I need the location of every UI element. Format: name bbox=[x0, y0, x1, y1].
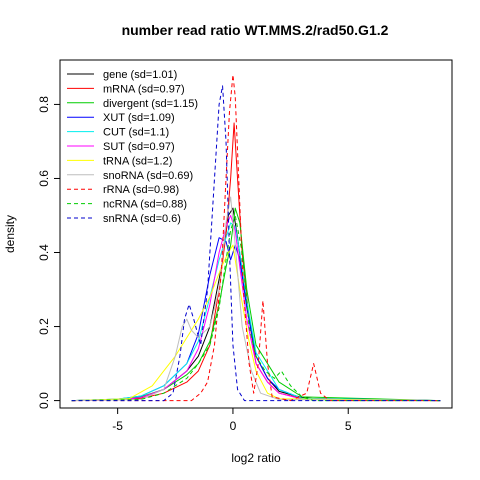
series-line-5 bbox=[71, 214, 441, 402]
series-line-4 bbox=[71, 222, 441, 402]
x-axis-label: log2 ratio bbox=[231, 451, 281, 465]
x-tick-label: 0 bbox=[230, 419, 237, 433]
series-line-3 bbox=[71, 237, 441, 402]
y-tick-label: 0.6 bbox=[37, 170, 51, 187]
y-tick-label: 0.2 bbox=[37, 318, 51, 335]
x-axis: -5 0 5 bbox=[112, 407, 352, 433]
chart-title: number read ratio WT.MMS.2/rad50.G1.2 bbox=[122, 22, 389, 38]
legend-label: mRNA (sd=0.97) bbox=[103, 83, 185, 95]
y-tick-label: 0.4 bbox=[37, 244, 51, 261]
series-line-9 bbox=[71, 214, 441, 402]
legend-label: divergent (sd=1.15) bbox=[103, 98, 198, 110]
y-tick-label: 0.8 bbox=[37, 96, 51, 113]
series-layer bbox=[71, 74, 441, 402]
legend-label: snRNA (sd=0.6) bbox=[103, 213, 181, 225]
legend-label: ncRNA (sd=0.88) bbox=[103, 199, 187, 211]
y-axis-label: density bbox=[3, 215, 17, 253]
series-line-10 bbox=[71, 85, 441, 402]
legend: gene (sd=1.01) mRNA (sd=0.97) divergent (s… bbox=[67, 69, 198, 225]
legend-label: gene (sd=1.01) bbox=[103, 69, 177, 81]
legend-label: SUT (sd=0.97) bbox=[103, 141, 175, 153]
legend-label: CUT (sd=1.1) bbox=[103, 127, 169, 139]
legend-label: snoRNA (sd=0.69) bbox=[103, 170, 193, 182]
y-axis: 0.0 0.2 0.4 0.6 0.8 bbox=[37, 96, 61, 409]
y-tick-label: 0.0 bbox=[37, 392, 51, 409]
x-tick-label: -5 bbox=[112, 419, 123, 433]
series-line-6 bbox=[71, 244, 441, 402]
legend-label: tRNA (sd=1.2) bbox=[103, 155, 172, 167]
legend-label: XUT (sd=1.09) bbox=[103, 112, 175, 124]
x-tick-label: 5 bbox=[345, 419, 352, 433]
series-line-8 bbox=[71, 74, 441, 402]
legend-label: rRNA (sd=0.98) bbox=[103, 184, 179, 196]
series-line-7 bbox=[71, 196, 441, 402]
